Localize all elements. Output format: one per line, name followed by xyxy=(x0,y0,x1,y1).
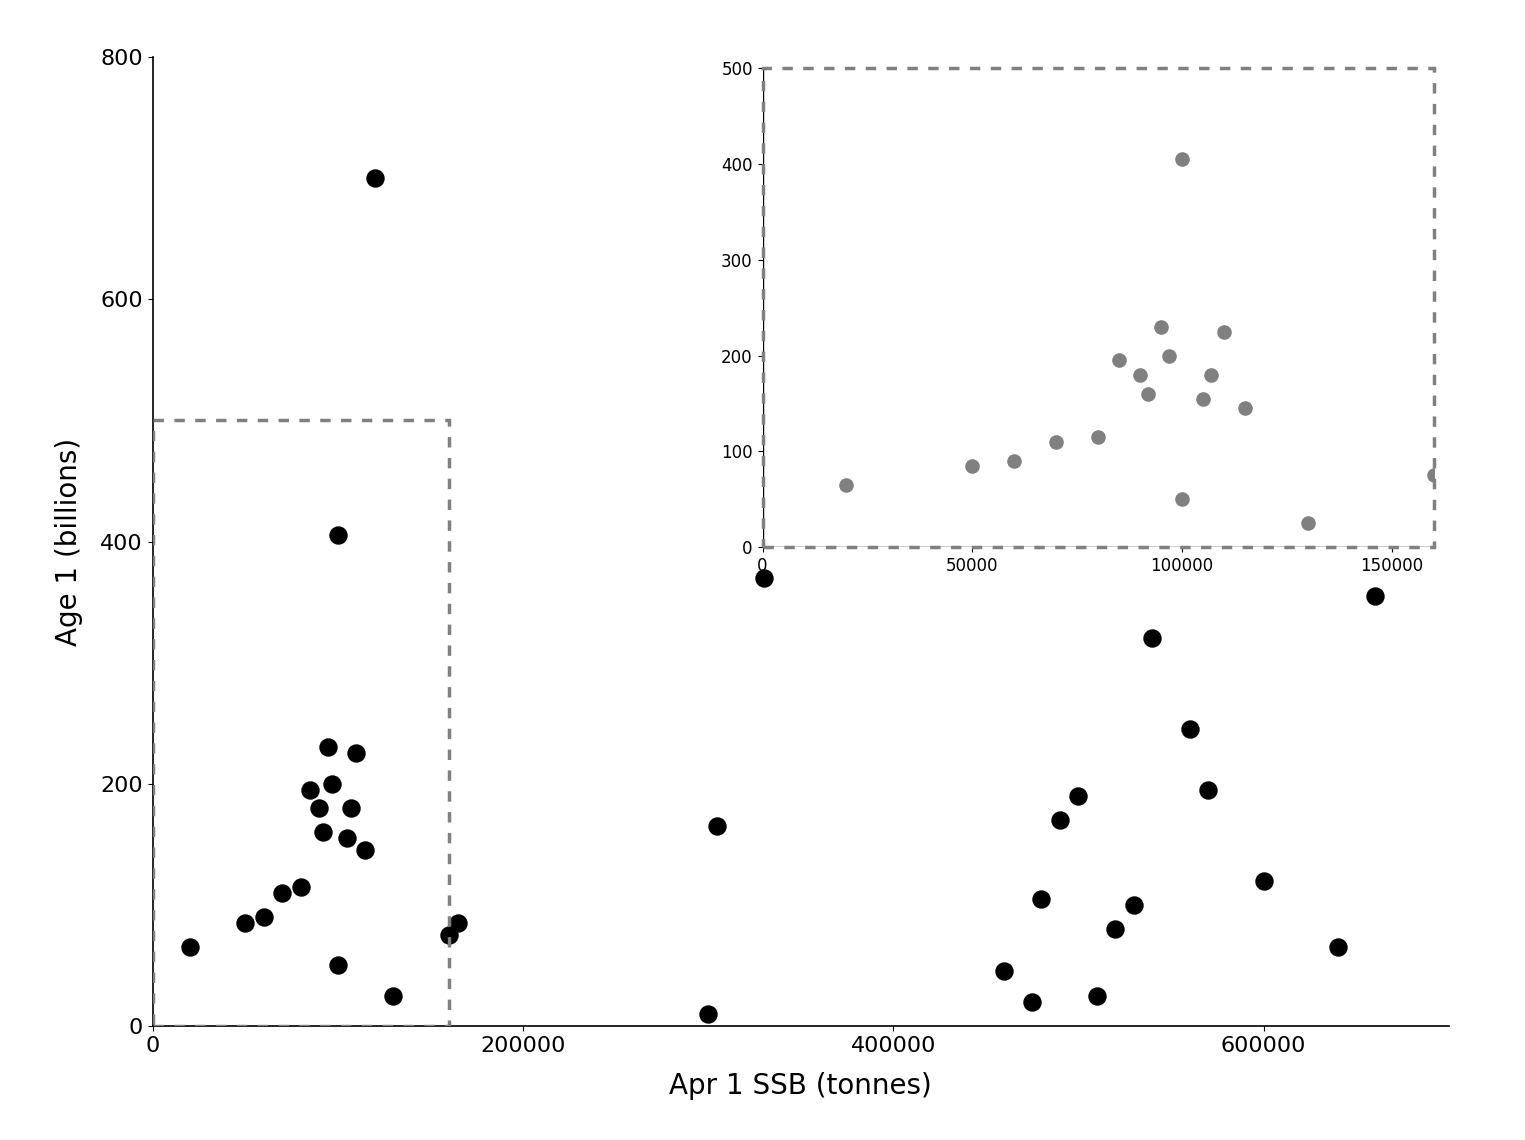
Y-axis label: Age 1 (billions): Age 1 (billions) xyxy=(55,438,84,645)
Point xyxy=(1136,385,1161,404)
Point xyxy=(1020,993,1045,1011)
Point xyxy=(1048,811,1072,829)
Point xyxy=(1199,366,1223,384)
Point xyxy=(1107,351,1132,369)
Point xyxy=(233,914,258,933)
Point xyxy=(177,938,201,956)
Point xyxy=(363,169,387,187)
Point xyxy=(1196,781,1220,799)
Point xyxy=(1002,451,1026,470)
Point xyxy=(1103,920,1127,938)
Point xyxy=(705,817,729,836)
Point xyxy=(1084,986,1109,1004)
Point xyxy=(320,775,345,793)
Point xyxy=(445,914,470,933)
Bar xyxy=(152,421,448,1026)
Point xyxy=(1157,347,1182,365)
Point xyxy=(252,907,276,926)
Point xyxy=(1252,871,1276,889)
X-axis label: Apr 1 SSB (tonnes): Apr 1 SSB (tonnes) xyxy=(669,1073,932,1100)
Point xyxy=(834,475,859,494)
Bar xyxy=(762,68,1434,547)
Point xyxy=(1086,428,1110,446)
Point xyxy=(345,744,369,763)
Point xyxy=(1122,896,1147,914)
Point xyxy=(436,926,461,944)
Point xyxy=(752,569,776,587)
Point xyxy=(288,878,313,896)
Point xyxy=(1232,399,1257,417)
Point xyxy=(1325,938,1350,956)
Point xyxy=(325,527,349,545)
Point xyxy=(354,841,378,860)
Point xyxy=(1148,318,1173,336)
Point xyxy=(695,1004,720,1023)
Point xyxy=(311,823,336,841)
Point xyxy=(1170,150,1194,169)
Point xyxy=(1362,587,1386,605)
Point xyxy=(297,781,322,799)
Point xyxy=(961,457,985,475)
Point xyxy=(1296,514,1321,532)
Point xyxy=(339,799,363,817)
Point xyxy=(325,956,349,975)
Point xyxy=(316,739,340,757)
Point xyxy=(1128,366,1153,384)
Point xyxy=(1043,433,1068,451)
Point xyxy=(993,962,1017,980)
Point xyxy=(336,829,360,847)
Point xyxy=(1029,889,1054,907)
Point xyxy=(1177,720,1202,739)
Point xyxy=(1170,490,1194,508)
Point xyxy=(1066,787,1090,805)
Point xyxy=(1421,466,1446,484)
Point xyxy=(307,799,331,817)
Point xyxy=(1141,629,1165,648)
Point xyxy=(1191,390,1215,408)
Point xyxy=(381,986,406,1004)
Point xyxy=(1211,323,1235,341)
Point xyxy=(270,884,294,902)
